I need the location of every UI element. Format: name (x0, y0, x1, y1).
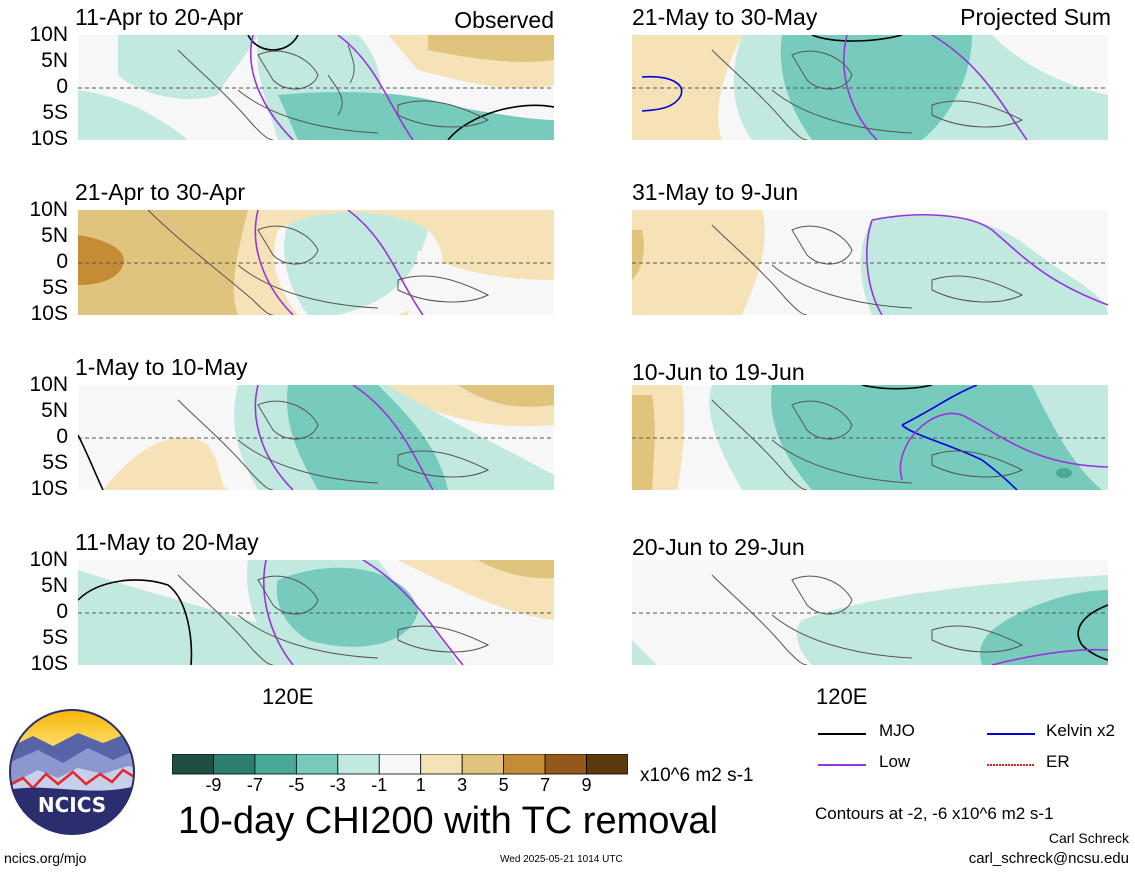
legend-swatch-low (818, 764, 866, 766)
lat-label: 0 (56, 75, 68, 98)
colorbar-tick-label: -1 (371, 775, 388, 795)
colorbar-tick-label: 5 (498, 775, 509, 795)
colorbar-swatch (337, 754, 380, 775)
map-panel-5 (632, 35, 1108, 140)
contour-note: Contours at -2, -6 x10^6 m2 s-1 (815, 804, 1054, 823)
lat-label: 5N (41, 574, 68, 597)
lat-label: 5S (42, 626, 68, 649)
colorbar-swatch (420, 754, 463, 775)
map-panel-2 (78, 210, 554, 315)
legend-swatch-kelvin (987, 733, 1035, 735)
panel-title-6: 31-May to 9-Jun (632, 179, 799, 205)
colorbar-swatch (378, 754, 422, 775)
lon-label-left: 120E (262, 684, 314, 709)
legend-label-kelvin: Kelvin x2 (1046, 721, 1115, 740)
logo-text: NCICS (38, 793, 106, 817)
lat-label: 5N (41, 49, 68, 72)
lat-label: 10S (30, 127, 68, 150)
panel-title-8: 20-Jun to 29-Jun (632, 534, 805, 560)
colorbar-tick-label: -5 (288, 775, 305, 795)
legend-label-mjo: MJO (879, 721, 915, 740)
colorbar-tick-label: -9 (205, 775, 222, 795)
colorbar-swatch (586, 754, 628, 775)
lat-label: 10S (30, 477, 68, 500)
panel-title-7: 10-Jun to 19-Jun (632, 359, 805, 385)
map-panel-6 (632, 210, 1108, 315)
website-link[interactable]: ncics.org/mjo (4, 850, 87, 866)
colorbar-tick-label: -3 (329, 775, 346, 795)
colorbar-tick-label: 7 (540, 775, 551, 795)
author-email: carl_schreck@ncsu.edu (968, 850, 1129, 867)
lat-label: 10N (29, 198, 68, 221)
lat-label: 0 (56, 600, 68, 623)
legend-label-er: ER (1046, 752, 1070, 771)
lat-label: 0 (56, 425, 68, 448)
colorbar-tick-label: 3 (457, 775, 468, 795)
legend-swatch-mjo (818, 733, 866, 735)
lat-label: 5S (42, 276, 68, 299)
colorbar-units: x10^6 m2 s-1 (640, 765, 754, 786)
map-panel-8 (632, 560, 1108, 665)
lat-label: 5S (42, 101, 68, 124)
map-panel-7 (632, 385, 1108, 490)
colorbar-swatch (295, 754, 339, 775)
lat-label: 5N (41, 399, 68, 422)
ncics-logo: NCICS (9, 709, 135, 835)
colorbar-tick-label: 1 (415, 775, 426, 795)
author-name: Carl Schreck (1048, 830, 1129, 846)
panel-title-3: 1-May to 10-May (75, 354, 248, 380)
lon-label-right: 120E (816, 684, 868, 709)
map-panel-1 (78, 35, 554, 140)
colorbar-swatch (544, 754, 587, 775)
lat-label: 5N (41, 224, 68, 247)
panel-title-1: 11-Apr to 20-Apr (75, 4, 244, 30)
lat-label: 10N (29, 548, 68, 571)
panel-title-2: 21-Apr to 30-Apr (75, 179, 246, 205)
colorbar-tick-label: -7 (246, 775, 263, 795)
map-panel-3 (78, 385, 554, 490)
colorbar-swatch (461, 754, 505, 775)
panel-tag-projected: Projected Sum (960, 4, 1111, 30)
lat-label: 0 (56, 250, 68, 273)
figure-title: 10-day CHI200 with TC removal (178, 800, 718, 842)
panel-title-5: 21-May to 30-May (632, 4, 818, 30)
map-panel-4 (78, 560, 554, 665)
lat-label: 10N (29, 23, 68, 46)
lat-label: 10N (29, 373, 68, 396)
colorbar-tick-label: 9 (581, 775, 592, 795)
colorbar-swatch (254, 754, 297, 775)
legend-label-low: Low (879, 752, 911, 771)
colorbar (172, 754, 628, 775)
timestamp: Wed 2025-05-21 1014 UTC (500, 854, 623, 865)
panel-tag-observed: Observed (454, 7, 554, 33)
colorbar-swatch (172, 754, 214, 775)
lat-label: 10S (30, 302, 68, 325)
colorbar-swatch (213, 754, 256, 775)
legend-swatch-er (987, 764, 1035, 766)
lat-label: 5S (42, 451, 68, 474)
lat-label: 10S (30, 652, 68, 675)
colorbar-swatch (503, 754, 546, 775)
panel-title-4: 11-May to 20-May (75, 529, 259, 555)
